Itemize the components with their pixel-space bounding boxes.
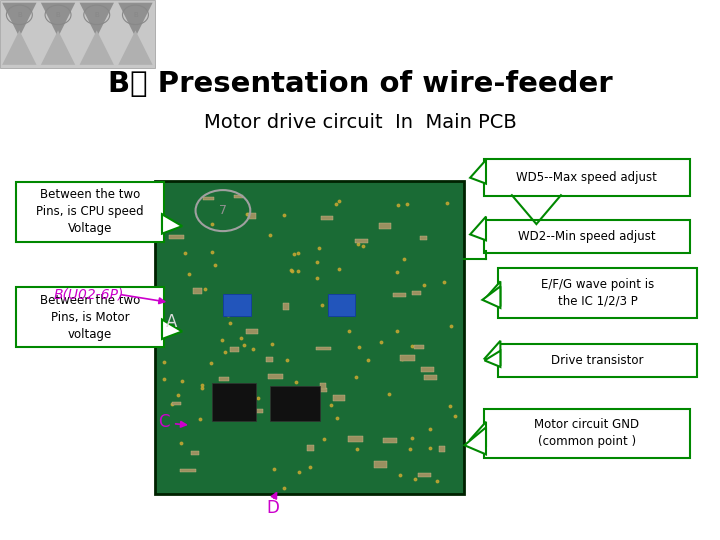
FancyBboxPatch shape (418, 474, 431, 477)
Polygon shape (485, 341, 500, 364)
FancyBboxPatch shape (212, 383, 256, 421)
Text: Drive transistor: Drive transistor (552, 354, 644, 367)
FancyBboxPatch shape (283, 303, 289, 309)
Polygon shape (118, 3, 153, 37)
Text: B(U02-6P): B(U02-6P) (54, 287, 125, 301)
Text: A: A (166, 313, 177, 331)
Polygon shape (41, 3, 75, 37)
FancyBboxPatch shape (320, 383, 326, 389)
FancyBboxPatch shape (423, 375, 437, 380)
FancyBboxPatch shape (251, 409, 263, 413)
FancyBboxPatch shape (438, 446, 445, 451)
Polygon shape (2, 3, 37, 37)
FancyBboxPatch shape (392, 293, 406, 297)
Polygon shape (470, 217, 486, 240)
FancyBboxPatch shape (484, 220, 690, 253)
FancyBboxPatch shape (219, 377, 228, 381)
Text: WD2--Min speed adjust: WD2--Min speed adjust (518, 230, 656, 243)
Text: Between the two
Pins, is Motor
voltage: Between the two Pins, is Motor voltage (40, 294, 140, 341)
Polygon shape (2, 30, 37, 65)
FancyBboxPatch shape (484, 159, 690, 196)
FancyBboxPatch shape (421, 367, 433, 373)
FancyBboxPatch shape (321, 216, 333, 220)
Polygon shape (162, 320, 182, 339)
FancyBboxPatch shape (269, 374, 283, 379)
FancyBboxPatch shape (333, 395, 346, 401)
FancyBboxPatch shape (314, 388, 327, 392)
Polygon shape (470, 422, 486, 446)
Polygon shape (162, 214, 182, 234)
FancyBboxPatch shape (498, 268, 697, 318)
Polygon shape (470, 160, 486, 184)
Text: D: D (266, 498, 279, 517)
FancyBboxPatch shape (356, 239, 368, 244)
Polygon shape (162, 214, 178, 230)
Polygon shape (79, 3, 114, 37)
Text: B、 Presentation of wire-feeder: B、 Presentation of wire-feeder (108, 70, 612, 98)
FancyBboxPatch shape (155, 181, 464, 494)
FancyBboxPatch shape (374, 461, 387, 468)
Polygon shape (464, 428, 486, 455)
Text: C: C (158, 413, 170, 431)
FancyBboxPatch shape (414, 345, 424, 349)
FancyBboxPatch shape (498, 344, 697, 377)
FancyBboxPatch shape (192, 451, 199, 455)
FancyBboxPatch shape (383, 437, 397, 443)
FancyBboxPatch shape (270, 386, 320, 421)
Polygon shape (482, 286, 500, 308)
Polygon shape (485, 351, 500, 367)
FancyBboxPatch shape (379, 222, 392, 229)
FancyBboxPatch shape (230, 347, 238, 352)
FancyBboxPatch shape (16, 287, 164, 347)
Polygon shape (79, 30, 114, 65)
FancyBboxPatch shape (348, 436, 363, 442)
FancyBboxPatch shape (248, 213, 256, 219)
FancyBboxPatch shape (316, 347, 330, 350)
FancyBboxPatch shape (180, 469, 196, 472)
Polygon shape (485, 281, 500, 305)
Text: B: B (17, 12, 22, 18)
FancyBboxPatch shape (168, 234, 184, 239)
Polygon shape (162, 320, 178, 335)
Text: Motor circuit GND
(common point ): Motor circuit GND (common point ) (534, 418, 639, 448)
FancyBboxPatch shape (193, 288, 202, 294)
Polygon shape (41, 30, 75, 65)
Text: E/F/G wave point is
the IC 1/2/3 P: E/F/G wave point is the IC 1/2/3 P (541, 278, 654, 308)
Text: B: B (55, 12, 60, 18)
FancyBboxPatch shape (484, 409, 690, 458)
FancyBboxPatch shape (16, 182, 164, 242)
Text: 7: 7 (219, 204, 227, 217)
FancyBboxPatch shape (223, 294, 251, 316)
FancyBboxPatch shape (412, 291, 421, 295)
FancyBboxPatch shape (203, 197, 214, 200)
Text: B: B (133, 12, 138, 18)
FancyBboxPatch shape (328, 294, 355, 316)
FancyBboxPatch shape (266, 357, 273, 362)
FancyBboxPatch shape (233, 194, 243, 198)
FancyBboxPatch shape (400, 355, 415, 361)
Text: Between the two
Pins, is CPU speed
Voltage: Between the two Pins, is CPU speed Volta… (36, 188, 144, 235)
FancyBboxPatch shape (172, 402, 181, 406)
Polygon shape (118, 30, 153, 65)
FancyBboxPatch shape (0, 0, 155, 68)
Text: B: B (94, 12, 99, 18)
Text: Motor drive circuit  In  Main PCB: Motor drive circuit In Main PCB (204, 113, 516, 132)
FancyBboxPatch shape (307, 445, 315, 451)
FancyBboxPatch shape (246, 329, 258, 334)
Text: WD5--Max speed adjust: WD5--Max speed adjust (516, 171, 657, 184)
FancyBboxPatch shape (420, 235, 427, 240)
